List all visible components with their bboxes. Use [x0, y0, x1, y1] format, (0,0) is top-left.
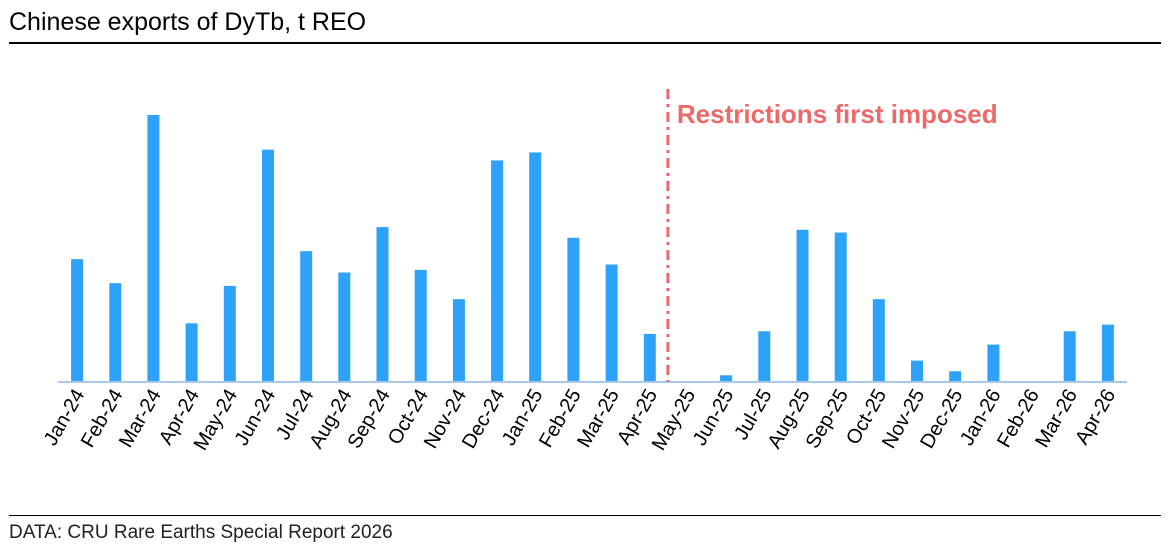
bar-aug-24: [338, 272, 351, 382]
bar-dec-24: [491, 160, 504, 382]
bar-jan-26: [987, 344, 1000, 382]
bar-nov-24: [452, 299, 465, 382]
footer-divider: [9, 515, 1161, 516]
bar-jul-25: [758, 331, 771, 382]
bar-dec-25: [949, 371, 962, 382]
bar-mar-26: [1063, 331, 1076, 382]
bar-apr-25: [643, 333, 656, 382]
bar-jan-24: [71, 259, 84, 382]
bar-jun-25: [720, 375, 733, 382]
bar-may-24: [223, 285, 236, 382]
title-divider: [9, 42, 1161, 44]
bar-sep-25: [834, 232, 847, 382]
restriction-annotation: Restrictions first imposed: [677, 99, 998, 129]
bar-apr-24: [185, 323, 198, 382]
bar-feb-24: [109, 283, 122, 382]
bar-nov-25: [911, 360, 923, 382]
chart-title: Chinese exports of DyTb, t REO: [9, 8, 367, 36]
bar-jul-24: [300, 251, 313, 382]
bar-jan-25: [529, 152, 542, 382]
data-source: DATA: CRU Rare Earths Special Report 202…: [9, 522, 393, 543]
bar-sep-24: [376, 227, 389, 382]
bars-group: [71, 115, 1114, 382]
bar-oct-25: [872, 299, 885, 382]
x-tick-labels: Jan-24Feb-24Mar-24Apr-24May-24Jun-24Jul-…: [40, 386, 1120, 455]
bar-mar-25: [605, 264, 618, 382]
bar-oct-24: [414, 269, 427, 382]
bar-chart: Jan-24Feb-24Mar-24Apr-24May-24Jun-24Jul-…: [40, 89, 1127, 455]
bar-aug-25: [796, 229, 809, 382]
bar-feb-25: [567, 237, 580, 382]
bar-apr-26: [1101, 324, 1114, 382]
bar-mar-24: [147, 115, 160, 382]
bar-jun-24: [262, 149, 274, 382]
